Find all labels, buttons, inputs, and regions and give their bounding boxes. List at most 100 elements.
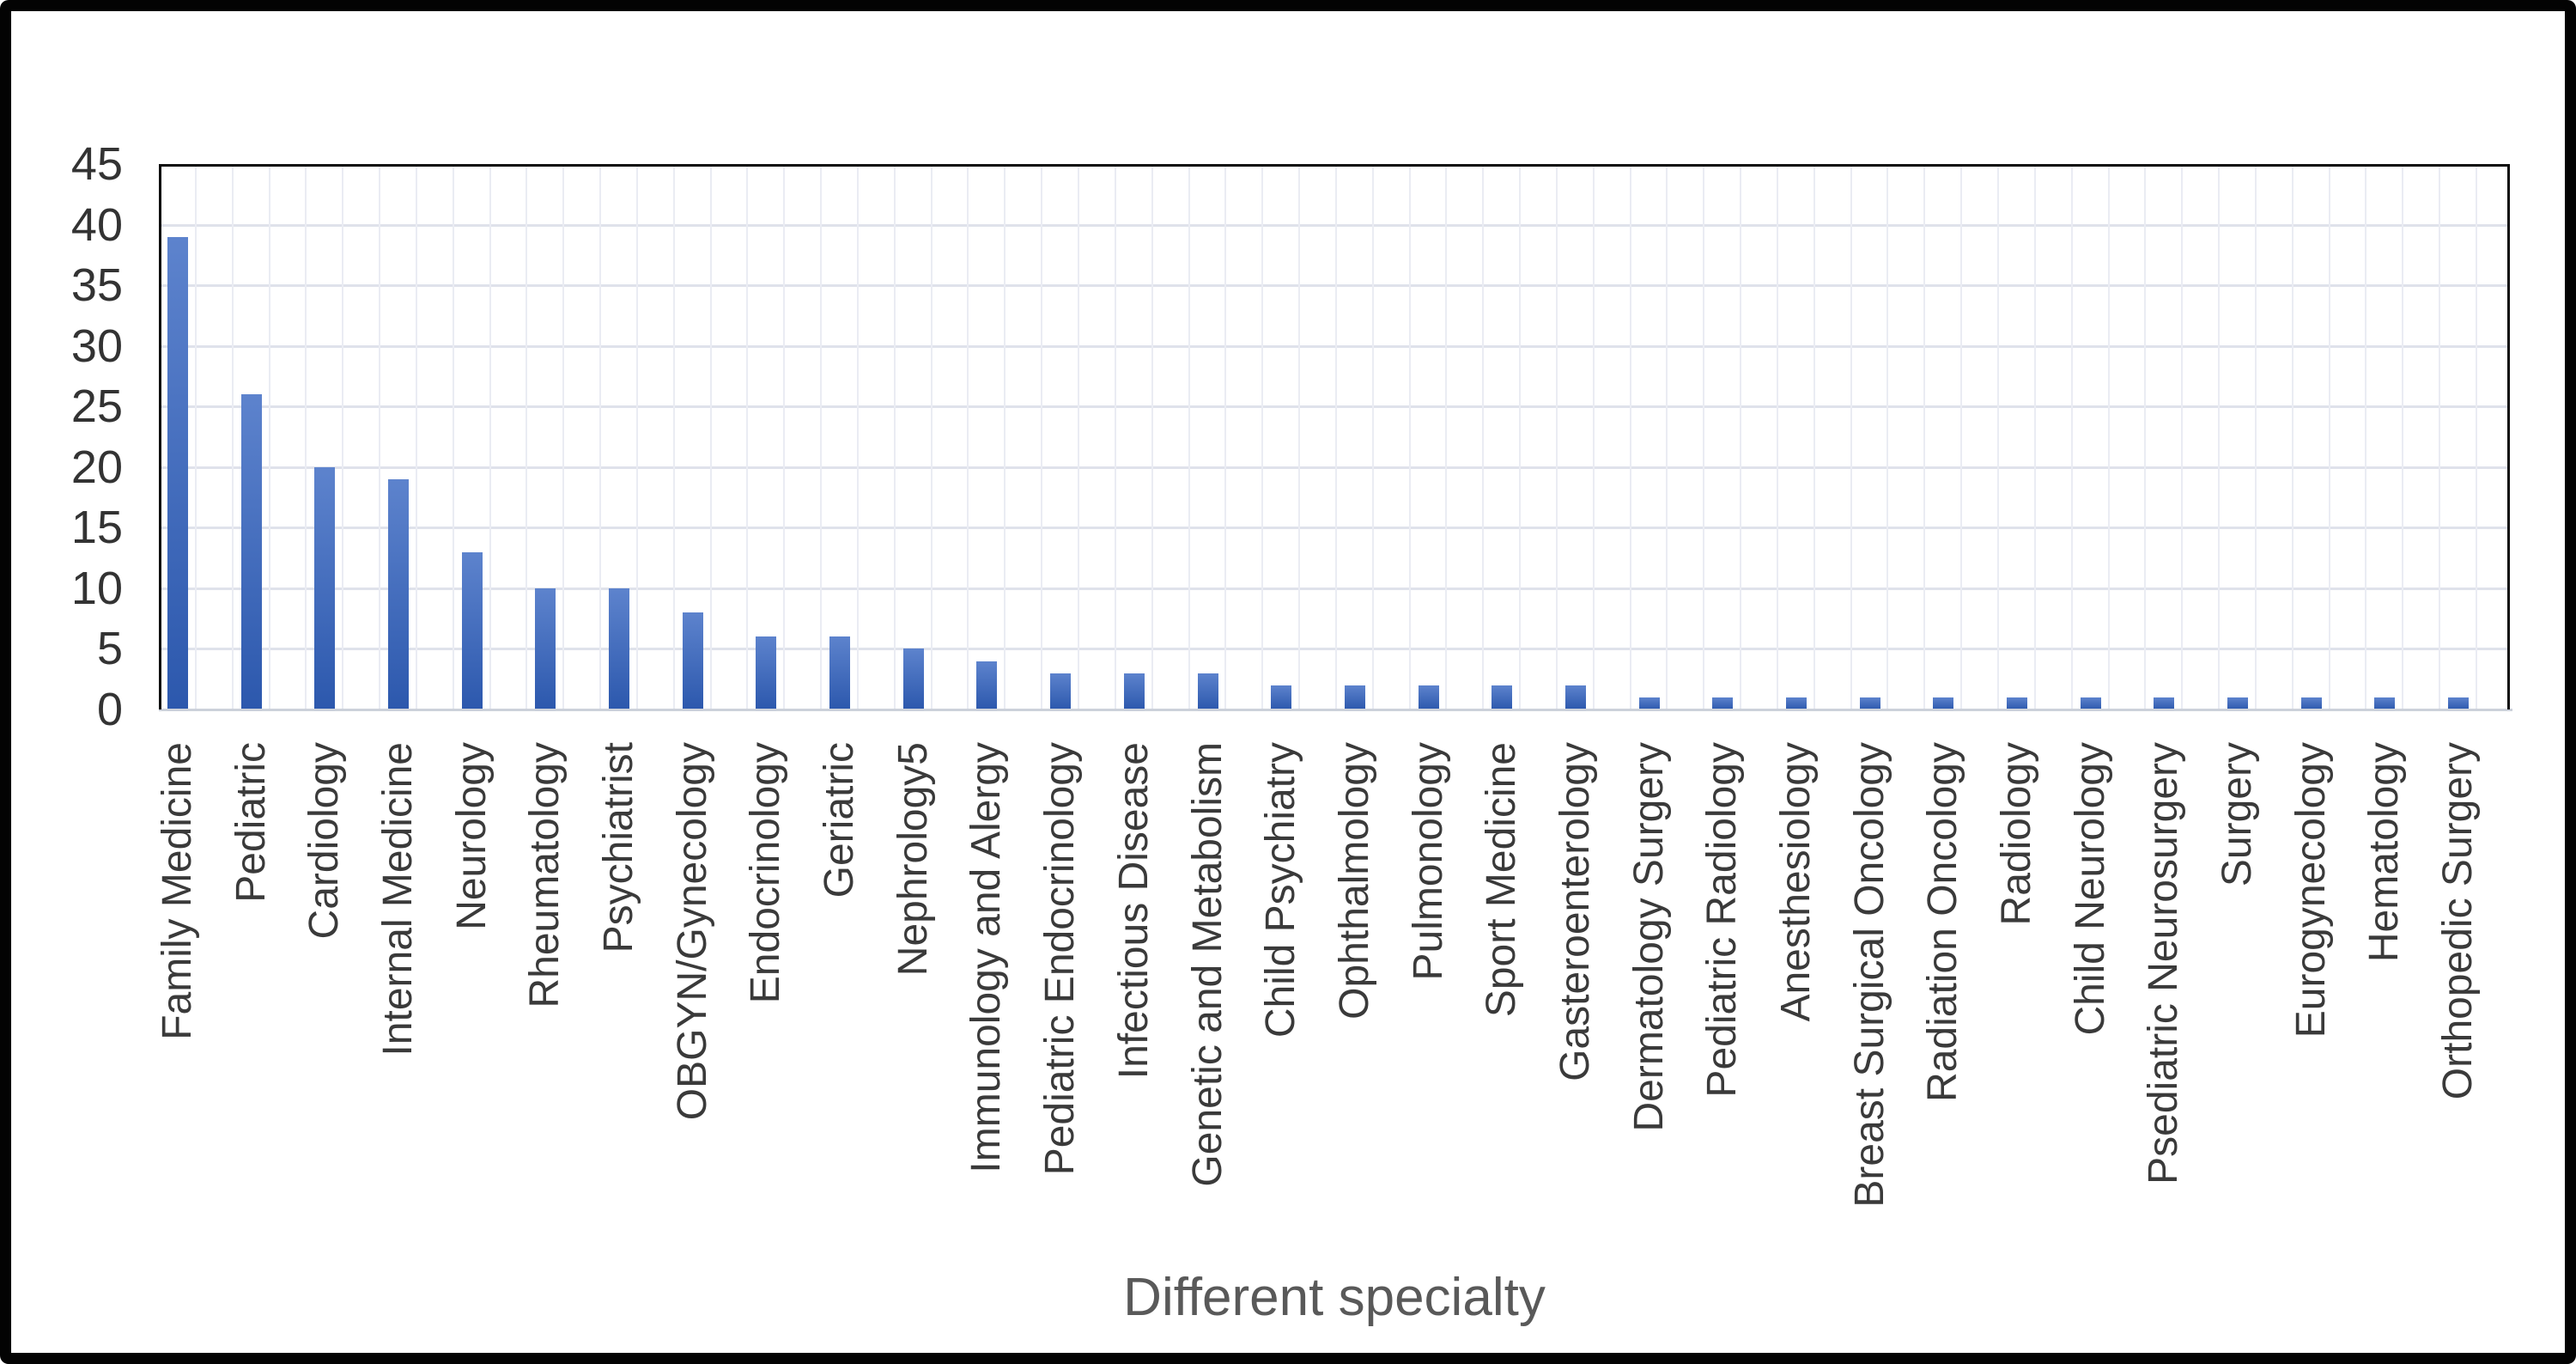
bar-genetic-and-metabolism [1197,673,1218,709]
x-label-nephrology5: Nephrology5 [890,742,936,977]
x-label-surgery: Surgery [2215,742,2261,887]
bar-ophthalmology [1344,685,1365,709]
bar-pediatric-endocrinology [1050,673,1072,709]
bar-hematology [2374,697,2396,709]
bar-orthopedic-surgery [2448,697,2470,709]
x-label-internal-medicine: Internal Medicine [375,742,422,1056]
y-tick-label-25: 25 [70,381,123,433]
vgridline [893,164,896,709]
bar-pulmonology [1418,685,1439,709]
x-label-psychiatrist: Psychiatrist [596,742,642,953]
x-label-child-neurology: Child Neurology [2067,742,2113,1036]
vgridline [746,164,749,709]
x-label-psediatric-neurosurgery: Psediatric Neurosurgery [2141,742,2187,1184]
vgridline [783,164,786,709]
x-label-eurogynecology: Eurogynecology [2287,742,2334,1038]
vgridline [1960,164,1963,709]
bar-geriatric [829,636,851,709]
vgridline [415,164,417,709]
vgridline [1519,164,1522,709]
vgridline [194,164,197,709]
bar-psychiatrist [609,588,630,709]
vgridline [1666,164,1668,709]
vgridline [1482,164,1485,709]
vgridline [379,164,381,709]
vgridline [1776,164,1778,709]
x-label-cardiology: Cardiology [301,742,348,940]
vgridline [2254,164,2257,709]
bar-gasteroenterology [1564,685,1586,709]
bar-anesthesiology [1785,697,1807,709]
hgridline-15 [159,527,2510,530]
x-label-pediatric-endocrinology: Pediatric Endocrinology [1037,742,1084,1176]
vgridline [1813,164,1815,709]
bar-radiology [2007,697,2027,709]
x-label-orthopedic-surgery: Orthopedic Surgery [2435,742,2482,1100]
bar-endocrinology [756,636,777,709]
vgridline [2291,164,2293,709]
y-tick-label-35: 35 [70,259,123,312]
hgridline-10 [159,587,2510,590]
x-label-hematology: Hematology [2361,742,2408,963]
x-axis-title: Different specialty [1123,1268,1546,1327]
bar-nephrology5 [902,649,924,709]
bar-sport-medicine [1492,685,1513,709]
x-label-pediatric-radiology: Pediatric Radiology [1699,742,1746,1098]
vgridline [930,164,933,709]
vgridline [2070,164,2073,709]
y-tick-label-40: 40 [70,198,123,251]
x-label-rheumatology: Rheumatology [522,742,568,1008]
x-label-infectious-disease: Infectious Disease [1110,742,1157,1080]
bar-surgery [2227,697,2249,709]
vgridline [1188,164,1190,709]
x-label-radiation-oncology: Radiation Oncology [1920,742,1966,1102]
vgridline [1703,164,1705,709]
vgridline [2439,164,2441,709]
x-label-endocrinology: Endocrinology [743,742,789,1004]
vgridline [489,164,491,709]
x-label-dermatology-surgery: Dermatology Surgery [1625,742,1672,1132]
y-tick-label-0: 0 [96,684,123,735]
vgridline [1371,164,1374,709]
vgridline [1261,164,1264,709]
y-tick-label-5: 5 [96,623,123,675]
vgridline [305,164,307,709]
y-tick-label-10: 10 [70,562,123,614]
y-tick-label-45: 45 [70,138,123,190]
vgridline [268,164,270,709]
vgridline [2033,164,2036,709]
bar-child-neurology [2080,697,2101,709]
x-label-genetic-and-metabolism: Genetic and Metabolism [1184,742,1230,1187]
x-label-obgyn-gynecology: OBGYN/Gynecology [669,742,715,1121]
x-label-breast-surgical-oncology: Breast Surgical Oncology [1846,742,1893,1208]
x-label-radiology: Radiology [1994,742,2039,926]
bar-pediatric [240,394,262,709]
x-label-pulmonology: Pulmonology [1405,742,1451,981]
vgridline [672,164,675,709]
vgridline [342,164,344,709]
vgridline [1151,164,1153,709]
vgridline [2402,164,2404,709]
vgridline [1850,164,1852,709]
vgridline [1555,164,1558,709]
vgridline [1592,164,1595,709]
vgridline [635,164,638,709]
hgridline-5 [159,648,2510,651]
x-label-immunology-and-alergy: Immunology and Alergy [963,742,1010,1173]
bar-eurogynecology [2300,697,2322,709]
bar-cardiology [314,466,336,709]
vgridline [1041,164,1043,709]
vgridline [1224,164,1227,709]
vgridline [231,164,234,709]
bar-dermatology-surgery [1638,697,1660,709]
vgridline [2144,164,2147,709]
vgridline [2107,164,2110,709]
x-label-anesthesiology: Anesthesiology [1772,742,1819,1022]
vgridline [526,164,528,709]
bar-infectious-disease [1123,673,1145,709]
vgridline [820,164,823,709]
bar-rheumatology [535,588,556,709]
x-label-neurology: Neurology [448,742,495,930]
x-label-family-medicine: Family Medicine [155,742,200,1040]
